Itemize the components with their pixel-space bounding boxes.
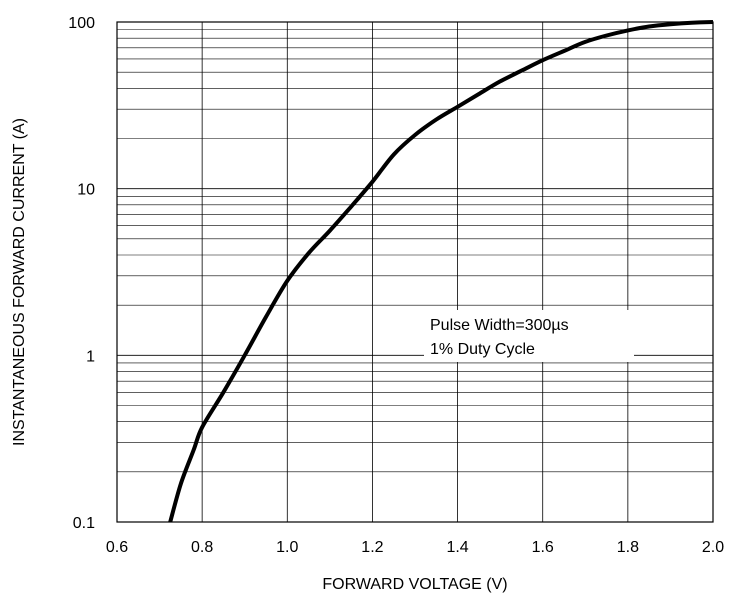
annotation-box [424, 310, 634, 362]
x-tick-label: 1.6 [532, 539, 554, 556]
plot-frame [116, 21, 714, 523]
y-tick-label: 100 [68, 15, 95, 32]
x-tick-label: 1.4 [446, 539, 468, 556]
grid [116, 22, 714, 523]
x-tick-label: 1.8 [617, 539, 639, 556]
y-axis-title: INSTANTANEOUS FORWARD CURRENT (A) [11, 118, 28, 446]
x-tick-label: 0.8 [191, 539, 213, 556]
annotation-pulse-width: Pulse Width=300µs [430, 317, 569, 334]
annotation-background [424, 310, 634, 362]
x-tick-labels: 0.6 0.8 1.0 1.2 1.4 1.6 1.8 2.0 [106, 539, 724, 556]
y-tick-labels: 0.1 1 10 100 [68, 15, 95, 532]
x-tick-label: 1.0 [276, 539, 298, 556]
annotation-duty-cycle: 1% Duty Cycle [430, 341, 535, 358]
forward-current-curve [168, 20, 714, 523]
y-tick-label: 0.1 [73, 515, 95, 532]
x-tick-label: 1.2 [361, 539, 383, 556]
x-tick-label: 2.0 [702, 539, 724, 556]
y-tick-label: 1 [86, 348, 95, 365]
x-tick-label: 0.6 [106, 539, 128, 556]
x-axis-title: FORWARD VOLTAGE (V) [322, 576, 507, 593]
y-tick-label: 10 [77, 182, 95, 199]
